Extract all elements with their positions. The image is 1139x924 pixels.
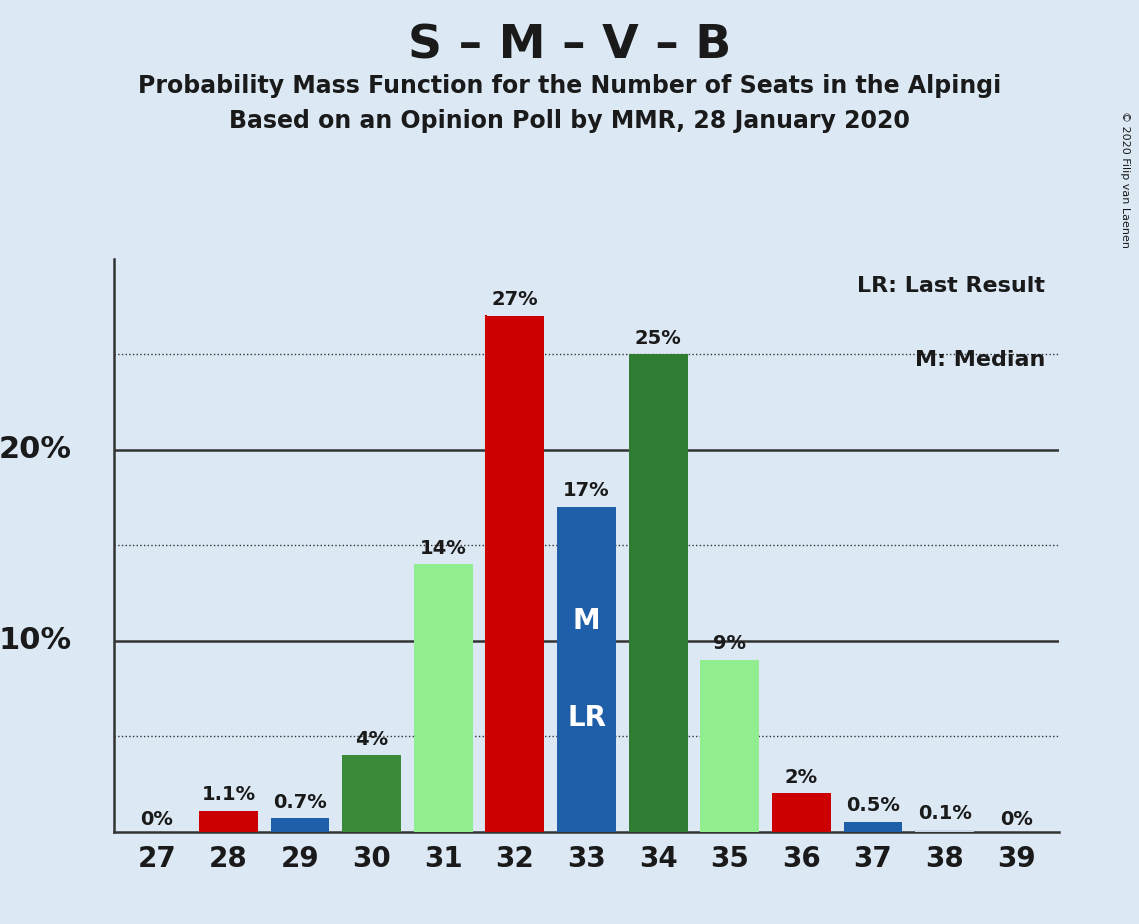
Text: M: Median: M: Median [915, 350, 1046, 371]
Text: M: M [573, 606, 600, 635]
Bar [413, 565, 473, 832]
Text: 9%: 9% [713, 634, 746, 653]
Text: Probability Mass Function for the Number of Seats in the Alpingi: Probability Mass Function for the Number… [138, 74, 1001, 98]
Text: 0%: 0% [1000, 809, 1033, 829]
Bar [271, 819, 329, 832]
Text: 25%: 25% [634, 329, 681, 347]
Text: Based on an Opinion Poll by MMR, 28 January 2020: Based on an Opinion Poll by MMR, 28 Janu… [229, 109, 910, 133]
Bar [916, 830, 974, 832]
Bar [629, 354, 688, 832]
Text: 27%: 27% [492, 290, 539, 310]
Text: 10%: 10% [0, 626, 72, 655]
Text: 0.5%: 0.5% [846, 796, 900, 815]
Text: 14%: 14% [420, 539, 467, 557]
Text: 2%: 2% [785, 768, 818, 786]
Bar [343, 755, 401, 832]
Text: 1.1%: 1.1% [202, 784, 255, 804]
Text: S – M – V – B: S – M – V – B [408, 23, 731, 68]
Bar [700, 660, 760, 832]
Text: 4%: 4% [355, 730, 388, 748]
Bar [485, 316, 544, 832]
Bar [557, 507, 616, 832]
Text: © 2020 Filip van Laenen: © 2020 Filip van Laenen [1120, 111, 1130, 248]
Text: 0%: 0% [140, 809, 173, 829]
Text: LR: Last Result: LR: Last Result [857, 276, 1046, 296]
Text: 17%: 17% [564, 481, 609, 500]
Text: 0.1%: 0.1% [918, 804, 972, 823]
Text: LR: LR [567, 704, 606, 732]
Bar [772, 794, 830, 832]
Text: 0.7%: 0.7% [273, 793, 327, 811]
Text: 20%: 20% [0, 435, 72, 464]
Bar [844, 822, 902, 832]
Bar [199, 810, 257, 832]
